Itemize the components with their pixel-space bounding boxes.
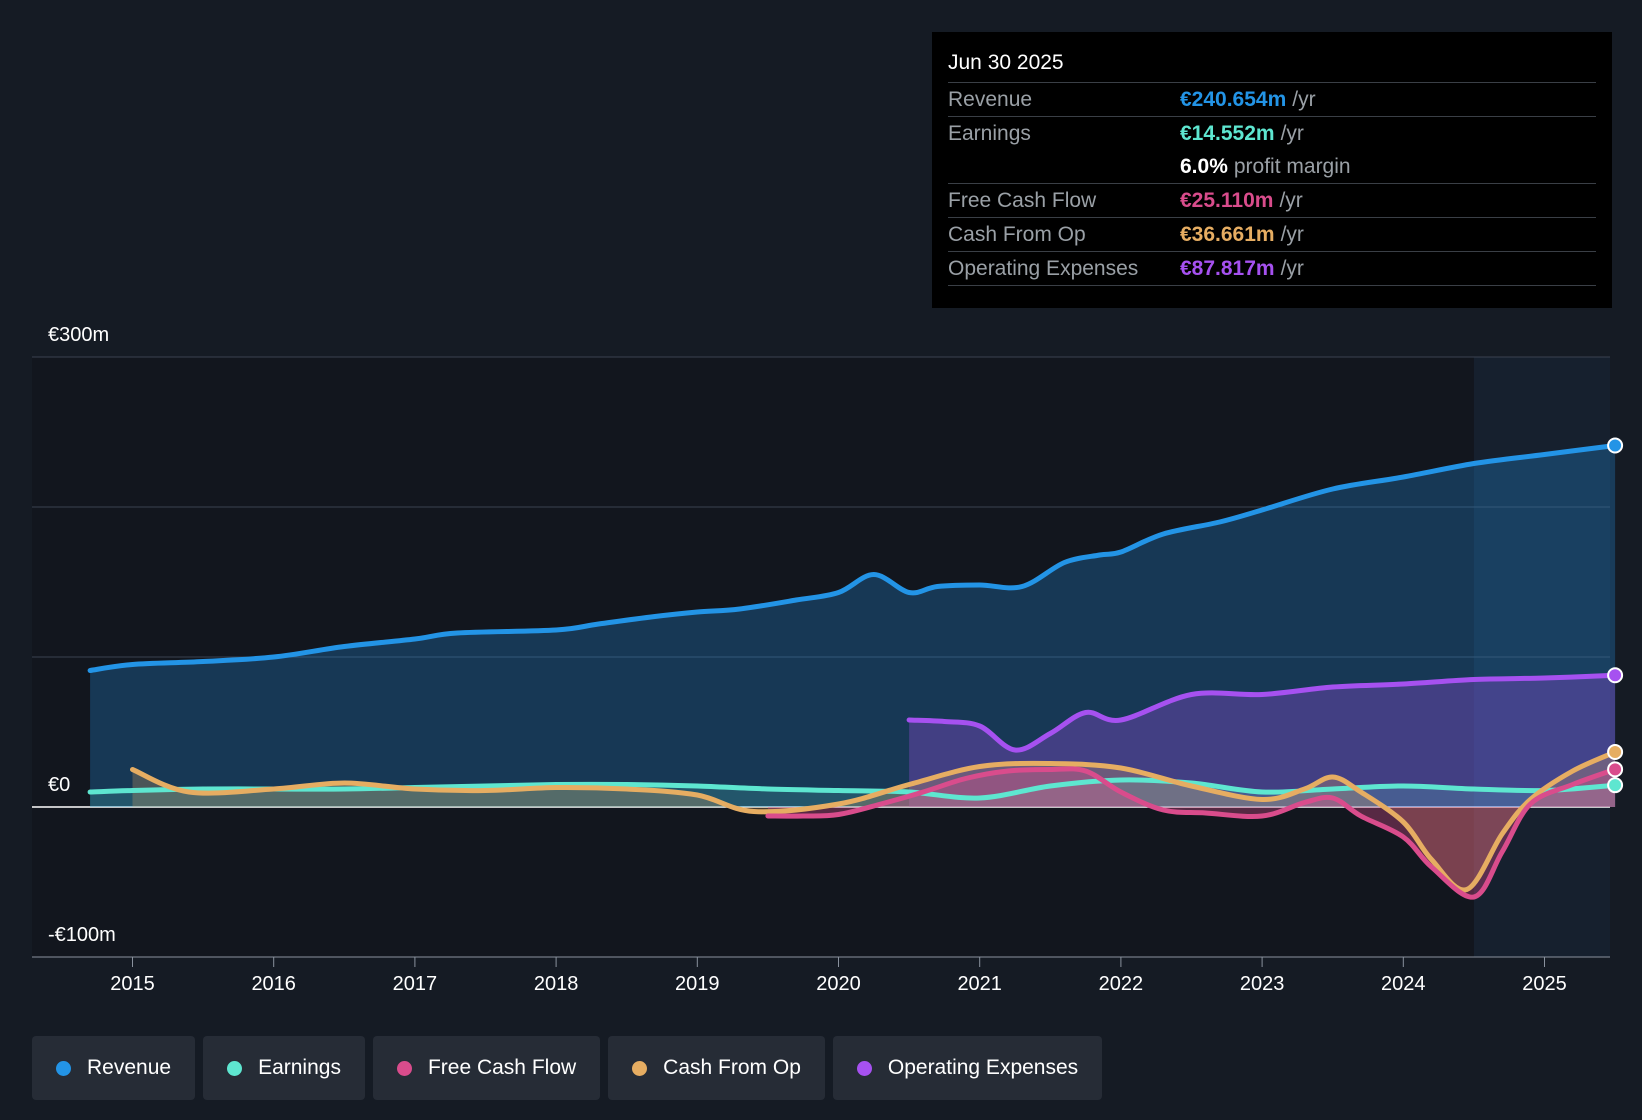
tooltip-row-profit-margin: 6.0% profit margin — [948, 150, 1596, 184]
x-tick-label: 2020 — [816, 973, 861, 995]
legend-label: Cash From Op — [663, 1056, 801, 1079]
tooltip-row-operating-expenses: Operating Expenses €87.817m /yr — [948, 252, 1596, 286]
legend-item-operating-expenses[interactable]: Operating Expenses — [832, 1036, 1103, 1100]
tooltip-unit: /yr — [1279, 188, 1303, 212]
series-end-marker-cash-from-op — [1607, 744, 1624, 761]
tooltip-date: Jun 30 2025 — [948, 44, 1596, 83]
legend-dot-icon — [632, 1060, 648, 1076]
x-tick-label: 2022 — [1099, 973, 1144, 995]
tooltip-value: 6.0% — [1180, 154, 1228, 178]
legend-label: Operating Expenses — [887, 1056, 1079, 1079]
tooltip-label: Free Cash Flow — [948, 188, 1097, 212]
legend-label: Revenue — [87, 1056, 172, 1079]
tooltip-label: Earnings — [948, 121, 1031, 145]
x-tick-label: 2019 — [675, 973, 720, 995]
series-end-marker-operating-expenses — [1607, 667, 1624, 684]
legend-dot-icon — [396, 1060, 412, 1076]
legend-label: Earnings — [258, 1056, 341, 1079]
tooltip-value: €87.817m — [1180, 256, 1275, 280]
legend-dot-icon — [856, 1060, 872, 1076]
series-area-free-cash-flow — [767, 768, 1616, 898]
legend-label: Free Cash Flow — [427, 1056, 577, 1079]
tooltip-value: €36.661m — [1180, 222, 1275, 246]
tooltip-label: Operating Expenses — [948, 256, 1139, 280]
tooltip-unit: /yr — [1280, 222, 1304, 246]
x-tick-label: 2025 — [1522, 973, 1567, 995]
legend-dot-icon — [227, 1060, 243, 1076]
tooltip: Jun 30 2025 Revenue €240.654m /yr Earnin… — [932, 32, 1612, 308]
x-tick-label: 2024 — [1381, 973, 1426, 995]
tooltip-value: €240.654m — [1180, 87, 1287, 111]
tooltip-row-free-cash-flow: Free Cash Flow €25.110m /yr — [948, 184, 1596, 218]
tooltip-unit: profit margin — [1233, 154, 1351, 178]
y-tick-label: €0 — [48, 774, 70, 796]
x-tick-label: 2018 — [534, 973, 579, 995]
series-line-revenue — [87, 443, 1618, 673]
legend-item-free-cash-flow[interactable]: Free Cash Flow — [372, 1036, 601, 1100]
x-tick-label: 2017 — [393, 973, 438, 995]
series-end-marker-free-cash-flow — [1607, 761, 1624, 778]
tooltip-unit: /yr — [1292, 87, 1316, 111]
series-area-cash-from-op — [132, 752, 1616, 891]
tooltip-row-earnings: Earnings €14.552m /yr — [948, 117, 1596, 150]
legend-item-cash-from-op[interactable]: Cash From Op — [608, 1036, 825, 1100]
x-tick-label: 2021 — [957, 973, 1002, 995]
x-tick-label: 2015 — [110, 973, 155, 995]
tooltip-unit: /yr — [1280, 256, 1304, 280]
tooltip-value: €25.110m — [1180, 188, 1274, 212]
series-area-operating-expenses — [909, 675, 1616, 807]
series-end-marker-earnings — [1607, 777, 1624, 794]
x-tick-label: 2023 — [1240, 973, 1285, 995]
series-end-marker-revenue — [1607, 437, 1624, 454]
series-area-revenue — [90, 445, 1616, 807]
x-tick-label: 2016 — [251, 973, 296, 995]
tooltip-unit: /yr — [1280, 121, 1304, 145]
tooltip-value: €14.552m — [1180, 121, 1275, 145]
legend-item-earnings[interactable]: Earnings — [203, 1036, 365, 1100]
tooltip-label: Cash From Op — [948, 222, 1086, 246]
tooltip-label: Revenue — [948, 87, 1033, 111]
series-line-free-cash-flow — [765, 766, 1618, 900]
y-tick-label: -€100m — [48, 924, 116, 946]
tooltip-row-revenue: Revenue €240.654m /yr — [948, 83, 1596, 117]
y-tick-label: €300m — [48, 324, 109, 346]
legend: Revenue Earnings Free Cash Flow Cash Fro… — [32, 1036, 1110, 1100]
legend-dot-icon — [56, 1060, 71, 1076]
series-line-operating-expenses — [906, 672, 1618, 753]
legend-item-revenue[interactable]: Revenue — [32, 1036, 196, 1100]
chart: €300m €0 -€100m 2015 2016 2017 2018 2019 2020 202… — [32, 324, 1624, 995]
tooltip-row-cash-from-op: Cash From Op €36.661m /yr — [948, 218, 1596, 252]
